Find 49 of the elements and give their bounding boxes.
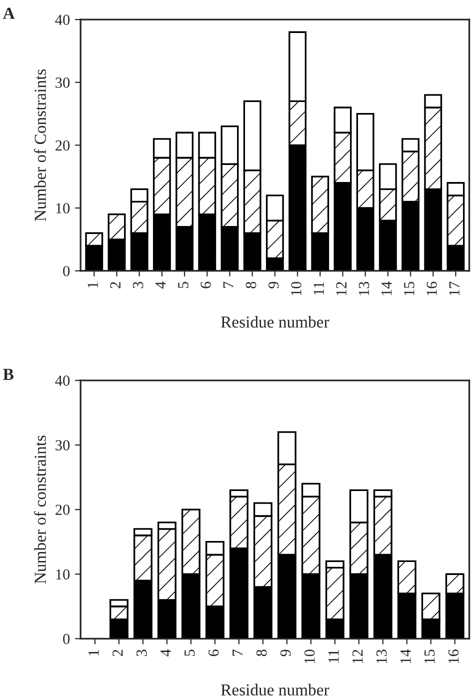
x-tick-label: 11 (328, 650, 339, 662)
x-tick-label: 14 (381, 281, 392, 296)
x-tick-label: 3 (136, 650, 147, 656)
y-axis-title: Number of Constraints (34, 69, 46, 222)
chart-title: B (3, 368, 14, 380)
x-tick-label: 2 (110, 282, 120, 288)
y-tick-label: 40 (55, 14, 70, 25)
x-tick-label: 13 (358, 282, 370, 296)
y-tick-label: 30 (56, 440, 70, 450)
x-tick-label: 6 (208, 650, 219, 656)
y-tick-label: 30 (56, 78, 70, 88)
x-tick-label: 8 (246, 282, 256, 288)
x-tick-label: 12 (336, 282, 346, 296)
x-tick-label: 2 (112, 650, 123, 656)
x-tick-label: 15 (404, 282, 414, 296)
y-tick-label: 0 (63, 634, 70, 644)
x-tick-label: 16 (448, 650, 459, 664)
y-axis-title: Number of constraints (34, 436, 46, 584)
y-tick-label: 10 (56, 203, 70, 214)
x-tick-label: 16 (426, 282, 437, 296)
x-axis-title: Residue number (221, 684, 330, 696)
x-tick-label: 9 (280, 650, 291, 656)
x-tick-label: 9 (268, 282, 279, 288)
y-tick-label: 20 (56, 140, 70, 151)
x-tick-label: 14 (400, 649, 411, 664)
y-tick-label: 0 (63, 266, 70, 276)
x-tick-label: 17 (449, 282, 460, 296)
x-tick-label: 10 (304, 650, 315, 664)
x-tick-label: 7 (223, 282, 234, 288)
x-tick-label: 4 (156, 281, 166, 289)
y-tick-label: 20 (56, 504, 70, 515)
x-tick-label: 10 (291, 282, 302, 296)
x-axis-title: Residue number (221, 316, 330, 328)
x-tick-label: 5 (184, 650, 195, 656)
y-tick-label: 10 (56, 569, 70, 580)
x-tick-label: 11 (314, 282, 324, 295)
chart-title: A (3, 8, 15, 19)
y-tick-label: 40 (55, 376, 70, 386)
x-tick-label: 1 (88, 282, 98, 288)
x-tick-label: 6 (200, 282, 211, 288)
x-tick-label: 7 (232, 650, 243, 656)
x-tick-label: 4 (160, 649, 171, 656)
x-tick-label: 8 (256, 650, 267, 656)
x-tick-label: 5 (178, 282, 188, 288)
x-tick-label: 15 (424, 650, 435, 664)
x-tick-label: 12 (352, 650, 363, 664)
x-tick-label: 3 (132, 282, 144, 288)
x-tick-label: 1 (88, 650, 99, 656)
x-tick-label: 13 (376, 650, 387, 664)
